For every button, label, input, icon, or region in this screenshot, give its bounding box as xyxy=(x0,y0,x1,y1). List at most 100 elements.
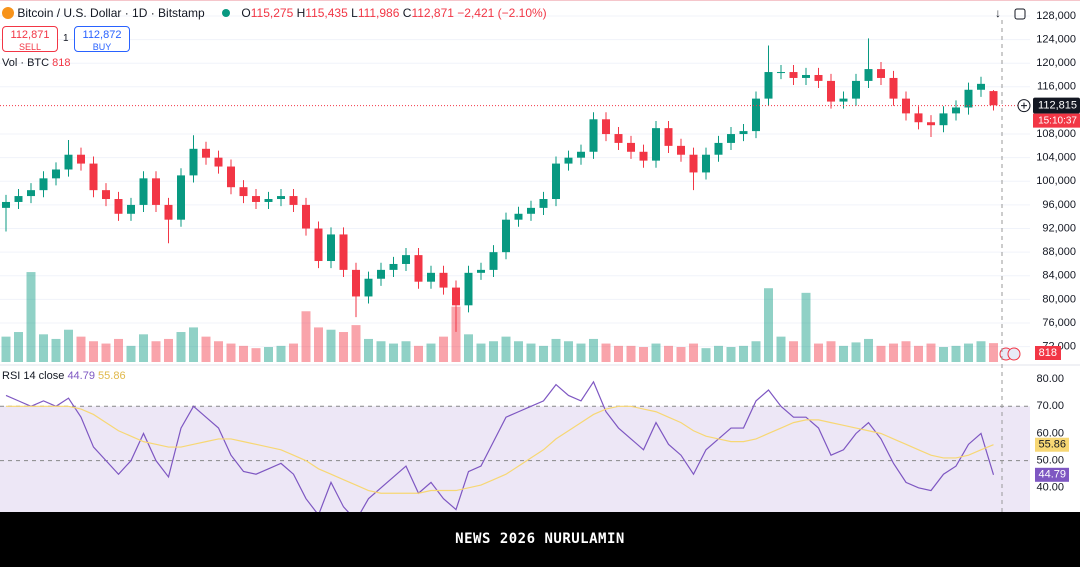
candle-body xyxy=(489,252,498,270)
volume-bar xyxy=(426,343,436,362)
volume-bar xyxy=(801,292,811,362)
volume-bar xyxy=(701,348,711,362)
volume-bar xyxy=(1,336,11,362)
volume-bar xyxy=(401,341,411,362)
volume-bar xyxy=(901,341,911,362)
candle-body xyxy=(702,154,710,173)
candle-body xyxy=(852,80,860,99)
y-tick-label: 60.00 xyxy=(1036,427,1064,439)
rsi-ma-line xyxy=(6,405,994,494)
volume-bar xyxy=(339,332,348,362)
candle-body xyxy=(739,131,748,135)
volume-bar xyxy=(764,288,773,362)
candle-body xyxy=(389,263,398,270)
candle-body xyxy=(527,207,535,214)
volume-bar xyxy=(251,348,261,362)
volume-bar xyxy=(151,341,161,362)
volume-bar xyxy=(139,334,148,362)
candle-body xyxy=(439,272,448,288)
candle-body xyxy=(514,213,523,220)
y-tick-label: 88,000 xyxy=(1042,246,1076,258)
download-icon[interactable]: ↓ xyxy=(995,6,1001,20)
candle-body xyxy=(677,145,685,155)
volume-bar xyxy=(814,343,823,362)
y-tick-label: 120,000 xyxy=(1036,57,1076,69)
candle-body xyxy=(427,272,435,282)
candle-body xyxy=(939,113,948,126)
volume-bar xyxy=(751,341,761,362)
candle-body xyxy=(639,151,648,161)
volume-bar xyxy=(114,338,123,362)
candle-body xyxy=(164,204,173,220)
candle-body xyxy=(539,199,548,208)
volume-bar xyxy=(776,336,786,362)
buy-price: 112,872 xyxy=(82,29,122,41)
sell-label: SELL xyxy=(18,42,42,52)
candle-body xyxy=(327,234,335,262)
volume-bar xyxy=(214,341,223,362)
volume-bar xyxy=(89,341,98,362)
volume-bar xyxy=(851,342,861,362)
volume-bar xyxy=(239,345,248,362)
countdown-label: 15:10:37 xyxy=(1038,115,1077,126)
volume-bar xyxy=(176,332,186,362)
volume-title: Vol · BTC xyxy=(2,57,50,69)
sell-button[interactable]: 112,871 SELL xyxy=(2,26,58,52)
y-tick-label: 116,000 xyxy=(1037,81,1076,93)
candle-body xyxy=(652,128,660,161)
volume-bar xyxy=(451,306,461,362)
y-tick-label: 124,000 xyxy=(1036,33,1076,45)
candle-body xyxy=(814,74,823,81)
rsi-last: 44.79 xyxy=(67,370,95,382)
candle-body xyxy=(227,166,235,188)
volume-bar xyxy=(76,336,86,362)
rsi-title: RSI 14 close xyxy=(2,370,65,382)
volume-badge-label: 818 xyxy=(1039,347,1057,359)
candle-body xyxy=(52,169,60,179)
volume-bar xyxy=(464,334,473,362)
change: −2,421 (−2.10%) xyxy=(457,6,547,20)
candle-body xyxy=(202,148,210,158)
y-tick-label: 100,000 xyxy=(1036,175,1076,187)
volume-bar xyxy=(539,345,548,362)
volume-bar xyxy=(26,272,36,362)
buy-button[interactable]: 112,872 BUY xyxy=(74,26,130,52)
candle-body xyxy=(464,272,473,306)
candle-body xyxy=(2,201,10,208)
volume-bar xyxy=(489,341,498,362)
candle-body xyxy=(989,91,998,106)
candle-body xyxy=(452,287,460,306)
o-value: 115,275 xyxy=(250,6,294,20)
volume-bar xyxy=(314,327,323,362)
candle-body xyxy=(977,83,985,90)
candle-body xyxy=(614,134,623,143)
volume-bar xyxy=(64,329,73,362)
candle-body xyxy=(39,178,48,191)
y-tick-label: 40.00 xyxy=(1036,482,1064,494)
volume-bar xyxy=(864,338,873,362)
volume-bar xyxy=(676,347,686,362)
l-label: L xyxy=(351,6,358,20)
market-dot xyxy=(222,9,231,17)
volume-bar xyxy=(739,345,748,362)
rsi-band xyxy=(0,406,1030,512)
candle-body xyxy=(964,89,973,108)
price-badge xyxy=(1033,97,1080,114)
h-value: 115,435 xyxy=(305,6,348,20)
banner: NEWS 2026 NURULAMIN xyxy=(0,512,1080,567)
spread: 1 xyxy=(63,33,69,44)
volume-bar xyxy=(576,343,586,362)
volume-bar xyxy=(589,338,598,362)
symbol-title: Bitcoin / U.S. Dollar · 1D · Bitstamp xyxy=(17,6,205,20)
volume-bar xyxy=(839,345,848,362)
y-tick-label: 84,000 xyxy=(1042,270,1076,282)
volume-bar xyxy=(101,343,111,362)
candle-body xyxy=(402,255,410,264)
volume-bar xyxy=(914,345,923,362)
candle-body xyxy=(752,98,760,132)
y-tick-label: 96,000 xyxy=(1042,199,1076,211)
y-tick-label: 128,000 xyxy=(1036,10,1076,22)
fullscreen-icon[interactable] xyxy=(1014,8,1026,20)
volume-bar xyxy=(526,343,536,362)
